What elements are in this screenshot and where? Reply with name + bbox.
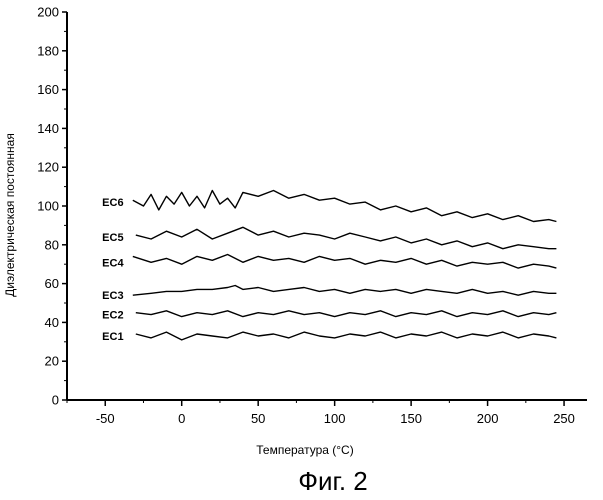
y-tick-label: 80 [45,237,59,252]
series-labels: EC1 EC2 EC3 EC4 EC5 EC6 [102,197,124,343]
y-tick-label: 100 [37,199,59,214]
x-tick-label: 0 [178,411,185,426]
series-line-ec6 [132,189,557,223]
y-tick-label: 200 [37,5,59,20]
series-label-ec6: EC6 [102,197,123,209]
axes: 0 20 40 60 80 100 120 140 160 180 200 -50 0 50 100 150 2… [37,5,587,426]
x-tick-label: 100 [324,411,346,426]
figure-caption: Фиг. 2 [298,466,368,496]
y-tick-label: 180 [37,43,59,58]
x-tick-label: 50 [251,411,265,426]
series-line-ec4 [132,253,557,269]
y-tick-label: 60 [45,276,59,291]
series-label-ec4: EC4 [102,257,124,269]
y-tick-label: 40 [45,315,59,330]
series-line-ec5 [135,226,557,250]
y-tick-label: 20 [45,354,59,369]
series-line-ec2 [135,310,557,318]
x-tick-label: 150 [400,411,422,426]
y-tick-label: 120 [37,160,59,175]
series-lines [132,189,557,341]
x-axis-title: Температура (°C) [256,443,353,457]
y-tick-label: 0 [52,393,59,408]
y-tick-label: 160 [37,82,59,97]
series-label-ec5: EC5 [102,232,123,244]
series-label-ec1: EC1 [102,331,123,343]
y-tick-label: 140 [37,121,59,136]
series-line-ec3 [132,284,557,296]
series-line-ec1 [135,331,557,341]
x-tick-label: -50 [96,411,115,426]
y-axis-title: Диэлектрическая постоянная [3,133,17,297]
x-tick-label: 250 [553,411,575,426]
series-label-ec2: EC2 [102,310,123,322]
series-label-ec3: EC3 [102,290,123,302]
x-tick-label: 200 [477,411,499,426]
